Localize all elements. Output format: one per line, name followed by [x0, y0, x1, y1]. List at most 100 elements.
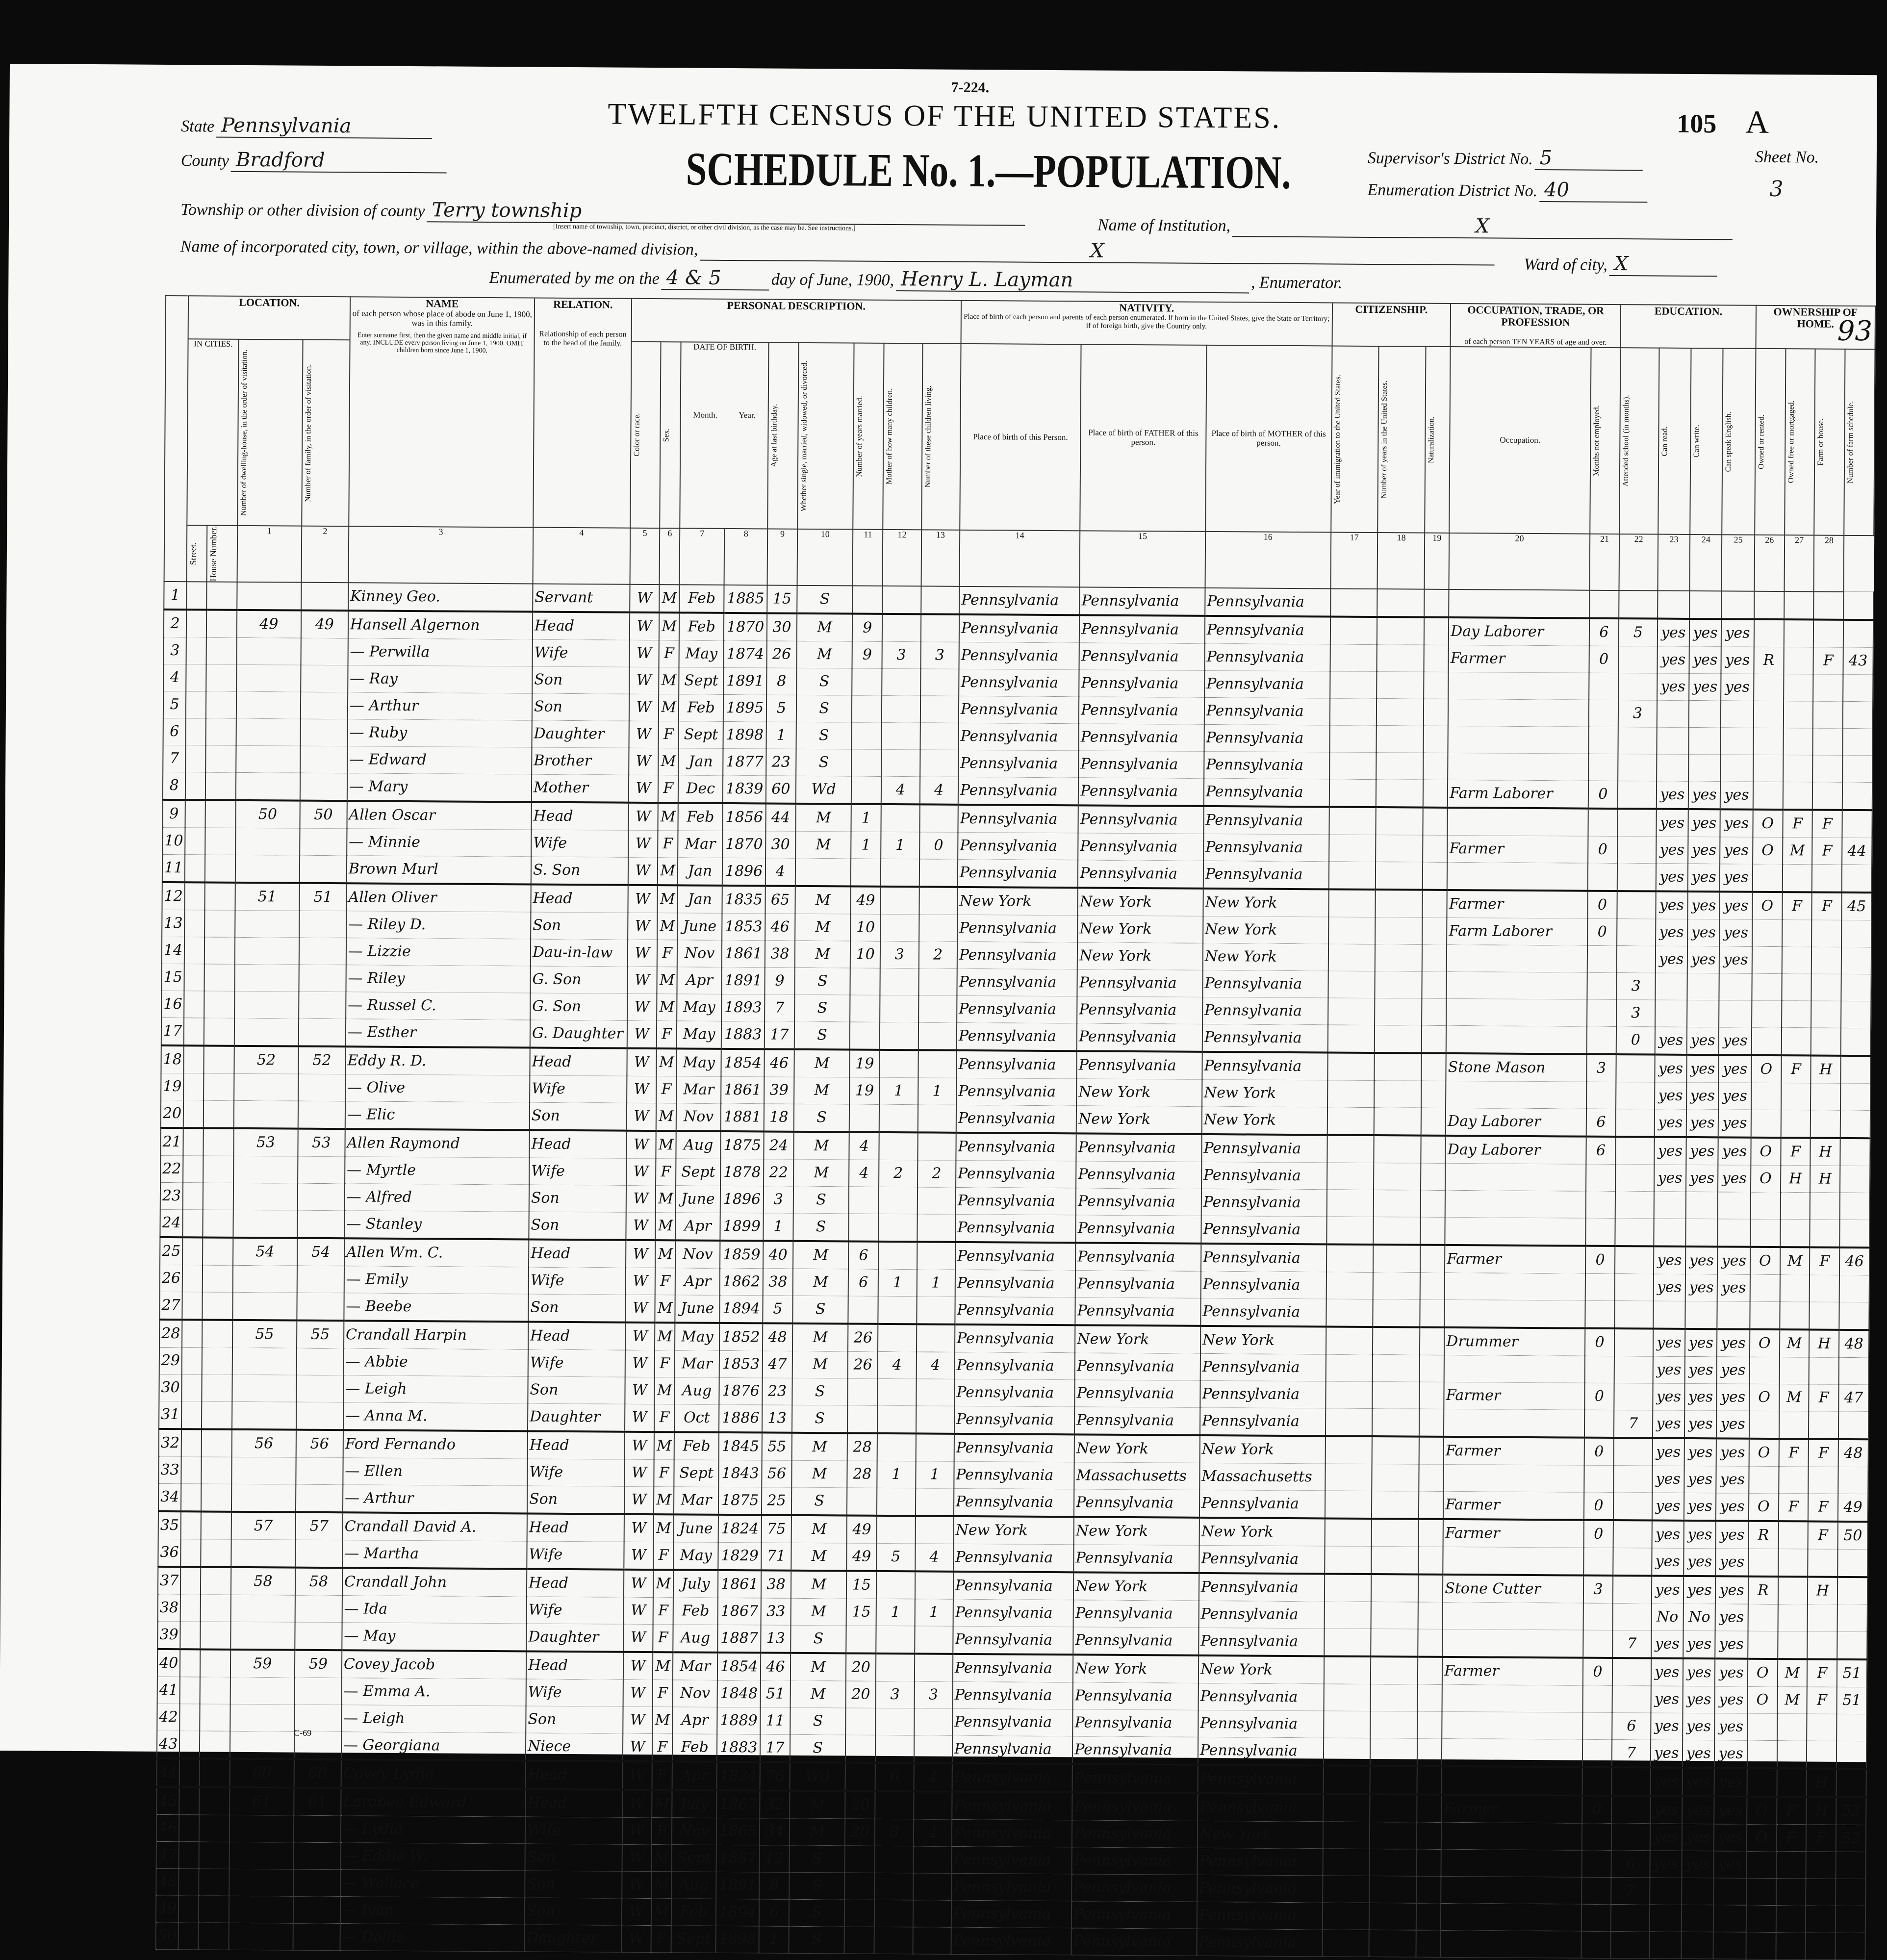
speaks-english: yes	[1716, 1466, 1749, 1494]
sex: F	[653, 1597, 673, 1625]
sex: F	[656, 1076, 677, 1103]
farm-house	[1805, 1932, 1836, 1960]
sex: F	[654, 1459, 674, 1487]
age: 75	[761, 1515, 791, 1543]
speaks-english: yes	[1716, 1438, 1749, 1467]
birthplace: Pennsylvania	[951, 1873, 1072, 1901]
owned-rented	[1754, 619, 1784, 647]
birth-month: Mar	[674, 1350, 720, 1378]
can-write: yes	[1683, 1713, 1715, 1740]
dwelling-number	[231, 1457, 296, 1485]
birth-year: 1895	[723, 694, 767, 722]
can-read: yes	[1652, 1410, 1685, 1438]
blank-house	[201, 1483, 232, 1512]
age: 9	[765, 967, 795, 995]
owned-rented	[1752, 946, 1782, 974]
blank-street	[179, 1704, 201, 1731]
age: 44	[765, 803, 796, 832]
blank-yus	[1374, 1080, 1422, 1108]
enumerator-signature: Henry L. Layman	[895, 268, 1250, 294]
school-months	[1613, 1575, 1652, 1604]
dwelling-number: 50	[235, 800, 300, 829]
blank-yus	[1372, 1408, 1420, 1437]
farm-schedule	[1840, 1028, 1871, 1056]
marital-status: M	[795, 886, 851, 914]
family-number: 58	[295, 1567, 343, 1596]
years-married: 20	[845, 1791, 875, 1819]
person-name: — Riley D.	[346, 911, 531, 939]
blank-nat	[1417, 1794, 1442, 1823]
enumerated-days: 4 & 5	[661, 266, 769, 291]
farm-schedule	[1842, 728, 1873, 756]
family-number: 49	[301, 610, 349, 638]
years-married	[849, 1186, 879, 1214]
speaks-english	[1713, 1878, 1747, 1906]
occupation	[1443, 1464, 1584, 1493]
age: 5	[763, 1295, 793, 1324]
birth-month: June	[675, 1295, 720, 1323]
father-birthplace: Pennsylvania	[1072, 1792, 1198, 1821]
mother-birthplace: New York	[1198, 1655, 1324, 1684]
blank-house	[204, 910, 235, 938]
color-race: W	[622, 1733, 653, 1762]
occupation	[1441, 1766, 1582, 1796]
father-birthplace: Pennsylvania	[1078, 750, 1204, 779]
school-months	[1617, 891, 1656, 919]
farm-schedule: 51	[1836, 1659, 1867, 1687]
father-birthplace: Pennsylvania	[1073, 1627, 1199, 1655]
months-unemployed	[1581, 1823, 1612, 1851]
owned-header: Owned or rented.	[1754, 348, 1786, 535]
free-mortgaged	[1778, 1521, 1809, 1549]
color-race: W	[626, 1158, 656, 1186]
blank-nat	[1423, 780, 1448, 808]
children-living: 4	[914, 1763, 952, 1792]
nativity-header: NATIVITY. Place of birth of each person a…	[961, 300, 1332, 346]
occupation	[1448, 672, 1589, 700]
birth-month: Nov	[675, 1240, 720, 1269]
years-married	[845, 1707, 876, 1735]
blank-imm	[1329, 725, 1377, 753]
farm-schedule: 52	[1836, 1797, 1866, 1825]
birth-month: Nov	[672, 1680, 718, 1707]
months-unemployed	[1582, 1685, 1613, 1713]
owned-rented	[1750, 1192, 1781, 1220]
dwelling-number	[230, 1622, 295, 1650]
occupation-header-desc: of each person TEN YEARS of age and over…	[1464, 337, 1607, 347]
birth-month: Sept	[674, 1459, 719, 1487]
farm-schedule: 51	[1836, 1687, 1867, 1714]
can-write	[1681, 1905, 1714, 1932]
speaks-english: yes	[1717, 1329, 1750, 1357]
column-number: 17	[1330, 532, 1378, 589]
blank-yus	[1371, 1684, 1418, 1712]
birthplace: Pennsylvania	[952, 1735, 1073, 1764]
blank-imm	[1329, 752, 1377, 780]
color-race: W	[627, 967, 658, 994]
can-read: yes	[1650, 1767, 1683, 1796]
color-race: W	[625, 1350, 655, 1377]
children-living: 1	[918, 1077, 957, 1105]
age: 30	[765, 831, 796, 859]
relation: Head	[532, 611, 630, 640]
mother-birthplace: Pennsylvania	[1204, 697, 1330, 725]
years-married	[849, 1104, 880, 1132]
speaks-english	[1718, 1192, 1751, 1220]
blank-yus	[1370, 1794, 1417, 1823]
birth-month: Oct	[674, 1404, 719, 1432]
mother-of	[880, 995, 918, 1022]
mother-of	[876, 1515, 916, 1544]
farm-house: H	[1809, 1329, 1839, 1358]
dwelling-number	[230, 1595, 295, 1623]
line-number: 31	[159, 1401, 182, 1429]
blank-nat	[1422, 944, 1447, 972]
occupation	[1446, 971, 1587, 1000]
relation: Son	[531, 912, 628, 940]
can-read: yes	[1652, 1520, 1684, 1549]
person-name: Allen Wm. C.	[344, 1238, 529, 1267]
relation: Head	[526, 1651, 623, 1680]
birthplace: Pennsylvania	[959, 669, 1079, 697]
person-name: — Minnie	[346, 828, 532, 857]
blank-imm	[1328, 861, 1376, 890]
birthplace: Pennsylvania	[955, 1297, 1075, 1325]
color-race: W	[626, 1076, 657, 1103]
blank-yus	[1373, 1326, 1420, 1355]
